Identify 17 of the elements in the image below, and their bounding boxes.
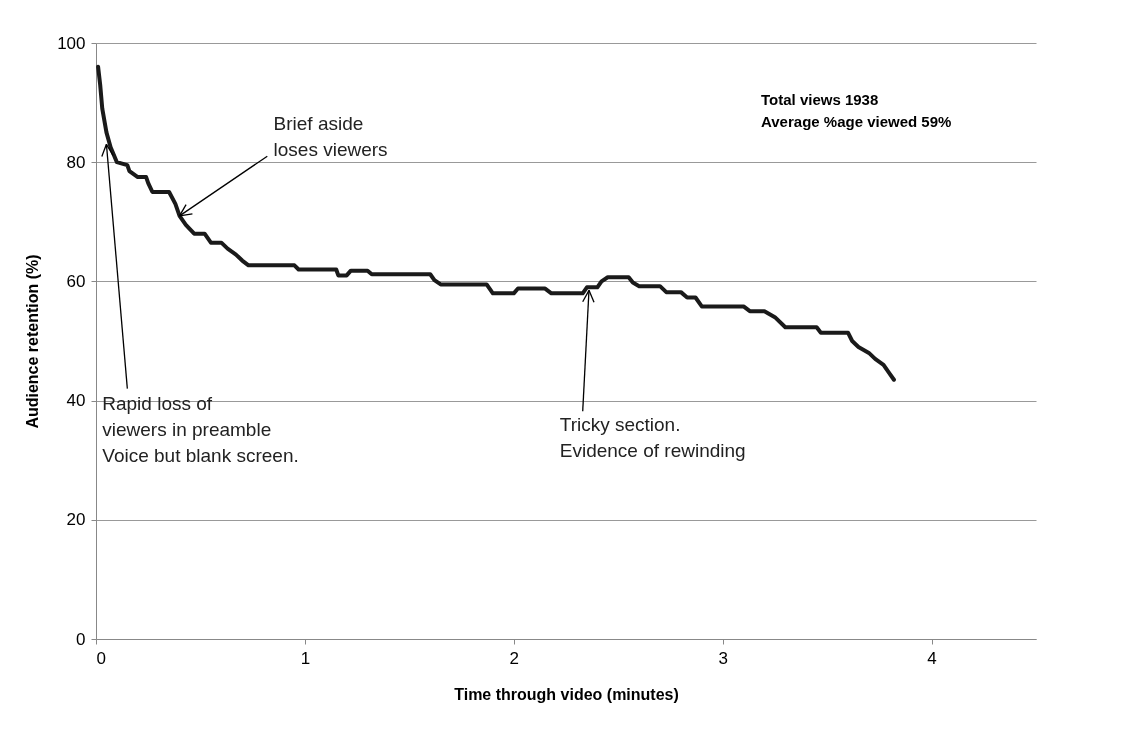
y-tick-label: 0 [76, 629, 86, 649]
x-axis-title: Time through video (minutes) [454, 685, 679, 703]
annotation: Total views 1938 Average %age viewed 59% [761, 91, 952, 130]
y-tick-label: 80 [66, 152, 86, 172]
x-tick-label: 1 [300, 648, 311, 668]
x-tick-label: 4 [927, 648, 937, 668]
y-tick-label: 20 [66, 510, 86, 530]
y-tick-label: 60 [66, 271, 86, 291]
annotation: Rapid loss of viewers in preamble Voice but blank screen. [102, 392, 299, 466]
x-tick-label: 0 [96, 648, 106, 668]
y-tick-label: 40 [66, 391, 86, 411]
x-tick-label: 3 [718, 648, 728, 668]
annotation: Tricky section. Evidence of rewinding [559, 413, 746, 461]
y-tick-label: 100 [57, 33, 86, 53]
annotation: Brief aside loses viewers [273, 112, 388, 160]
x-tick-label: 2 [509, 648, 520, 668]
y-axis-title: Audience retention (%) [24, 254, 42, 429]
